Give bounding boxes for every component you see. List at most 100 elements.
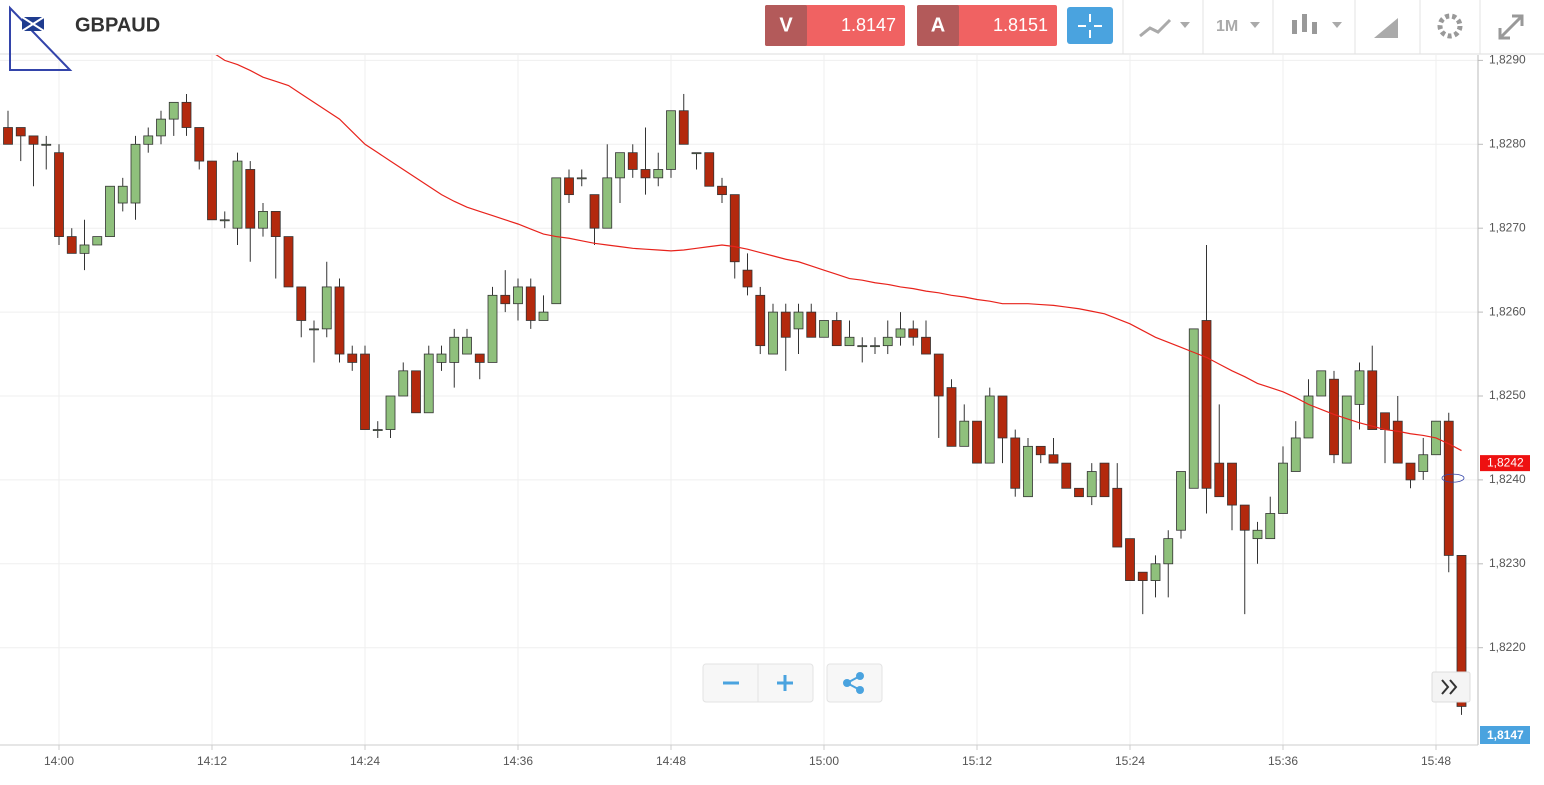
candle-body — [1278, 462, 1288, 514]
scroll-end-icon — [1441, 679, 1458, 695]
candle-body — [1443, 420, 1454, 556]
candle-body — [576, 177, 587, 180]
candle-body — [946, 387, 957, 447]
candle-body — [742, 269, 753, 288]
candle-body — [678, 110, 689, 145]
candle-body — [181, 101, 192, 128]
candle-body — [41, 143, 52, 146]
share-lines — [846, 675, 861, 691]
candle-body — [411, 370, 421, 414]
candle-body — [538, 311, 549, 321]
candle-body — [1137, 571, 1148, 581]
candle-body — [793, 311, 804, 330]
candle-body — [296, 286, 307, 321]
crosshair-button[interactable] — [1067, 7, 1113, 44]
y-tick-label: 1,8280 — [1489, 136, 1526, 150]
drawing-icon[interactable] — [1374, 18, 1398, 38]
crosshair-icon — [1078, 14, 1102, 38]
candle-body — [105, 185, 115, 237]
symbol: GBPAUD — [75, 14, 160, 36]
candle-body — [1290, 437, 1301, 472]
y-tick-label: 1,8250 — [1489, 388, 1526, 402]
candle-body — [1227, 462, 1237, 506]
candle-body — [487, 294, 498, 363]
candle-body — [1086, 471, 1097, 498]
scroll-end-button[interactable] — [1431, 671, 1471, 703]
sell-label-bg — [765, 5, 807, 46]
x-tick-label: 15:48 — [1421, 754, 1451, 768]
chart-type-icon[interactable] — [1139, 18, 1172, 38]
candle-body — [1405, 462, 1416, 481]
logo-triangle — [9, 5, 73, 71]
candle-body — [258, 211, 268, 229]
candle-body — [1392, 420, 1403, 464]
candle-body — [908, 328, 919, 338]
candle-body — [882, 336, 893, 347]
candle-body — [1367, 370, 1378, 430]
candle-body — [831, 320, 842, 347]
candle-body — [857, 345, 868, 348]
x-tick-label: 15:00 — [809, 754, 839, 768]
candle-body — [500, 294, 511, 305]
y-tick-label: 1,8290 — [1489, 53, 1526, 67]
candle-body — [627, 152, 638, 170]
x-tick-label: 15:12 — [962, 754, 992, 768]
candle-body — [921, 336, 931, 355]
candle-body — [1048, 454, 1059, 464]
y-tick-label: 1,8260 — [1489, 304, 1526, 318]
candle-body — [933, 353, 944, 397]
sell-price: 1.8147 — [841, 15, 896, 35]
candle-body — [270, 211, 281, 237]
candle-body — [1023, 445, 1033, 498]
settings-icon[interactable] — [1437, 13, 1463, 39]
candle-body — [398, 370, 409, 397]
candle-body — [156, 118, 166, 137]
candle-body — [54, 152, 64, 237]
candle-body — [1252, 529, 1263, 540]
candle-icon[interactable] — [1292, 14, 1317, 34]
y-tick-label: 1,8230 — [1489, 556, 1526, 570]
candle-body — [1099, 462, 1110, 498]
candle-body — [1214, 462, 1225, 498]
price-marker — [1441, 473, 1465, 483]
share-button[interactable] — [826, 663, 883, 703]
candle-body — [372, 429, 383, 431]
candle-body — [615, 152, 625, 179]
candle-body — [347, 353, 358, 363]
candle-body — [653, 169, 664, 179]
candle-body — [755, 294, 766, 347]
candle-body — [1418, 454, 1429, 472]
buy-label-bg — [917, 5, 959, 46]
buy-label: A — [931, 14, 945, 36]
candle-body — [283, 236, 294, 288]
fullscreen-icon[interactable] — [1498, 14, 1524, 40]
candle-body — [1354, 370, 1365, 405]
candle-body — [997, 395, 1008, 439]
candle-body — [1456, 555, 1467, 707]
candle-body — [959, 420, 970, 447]
candle-body — [780, 311, 791, 338]
candle-body — [1265, 513, 1276, 540]
candle-body — [984, 395, 995, 464]
candle-body — [474, 353, 485, 363]
candle-body — [360, 353, 370, 430]
candle-body — [819, 320, 829, 338]
x-tick-label: 15:24 — [1115, 754, 1145, 768]
zoom-in[interactable] — [777, 675, 793, 691]
candle-body — [1239, 504, 1250, 531]
candle-body — [1061, 462, 1072, 489]
dropdown-arrow — [1250, 22, 1260, 28]
timeframe[interactable]: 1M — [1216, 18, 1238, 35]
candle-body — [589, 194, 600, 229]
candle-body — [1329, 378, 1339, 456]
y-tick-label: 1,8240 — [1489, 472, 1526, 486]
candle-body — [1112, 487, 1123, 548]
candle-body — [219, 219, 230, 222]
candle-body — [3, 127, 13, 145]
candle-body — [1176, 471, 1186, 531]
candle-body — [1163, 538, 1174, 565]
candle-body — [564, 177, 574, 196]
moving-average — [215, 55, 1462, 452]
candle-body — [92, 236, 103, 246]
